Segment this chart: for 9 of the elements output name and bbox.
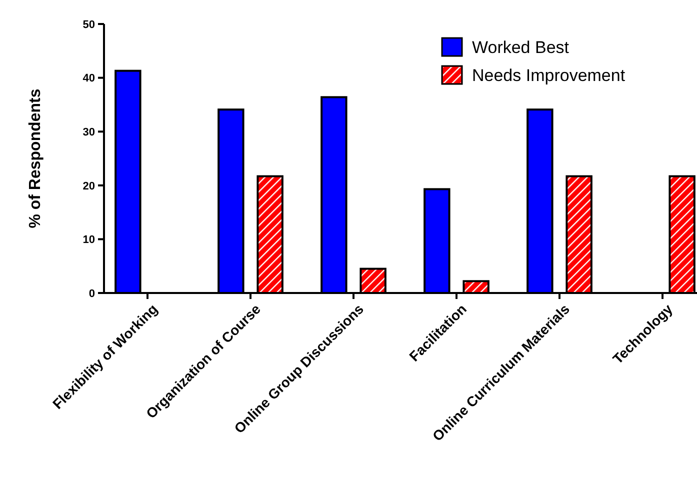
y-axis-title: % of Respondents: [27, 88, 44, 228]
y-tick-label: 10: [82, 234, 95, 246]
y-tick-label: 40: [82, 72, 95, 85]
y-tick-label: 30: [82, 126, 95, 138]
y-tick-label: 50: [82, 18, 95, 31]
legend-label: Worked Best: [472, 38, 570, 57]
y-tick-label: 0: [88, 288, 95, 300]
legend-label: Needs Improvement: [472, 66, 626, 85]
y-tick-label: 20: [82, 180, 95, 192]
